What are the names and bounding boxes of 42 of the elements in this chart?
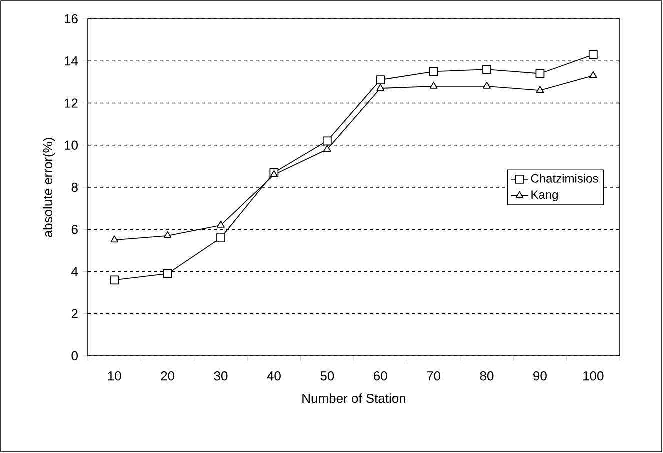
point [216,234,226,242]
point [482,65,492,74]
point [430,82,438,89]
point [110,236,119,243]
x-tick-label: 10 [108,372,122,381]
y-tick-label: 8 [72,182,78,192]
x-axis-title: Number of Station [302,394,406,404]
point [376,76,386,85]
y-tick-label: 0 [72,351,78,361]
y-axis-title: absolute error(%) [43,138,56,238]
x-tick-label: 50 [320,372,334,381]
y-tick-label: 16 [65,14,78,24]
legend-label: Kang [532,190,558,202]
point [217,220,225,228]
x-tick-label: 80 [480,372,494,381]
x-tick-label: 100 [584,372,604,381]
y-tick-label: 2 [72,309,78,318]
y-tick-label: 6 [72,225,78,234]
y-tick-label: 14 [65,56,78,66]
legend-label: Chatzimisios [531,174,598,183]
point [270,170,278,178]
y-tick-label: 12 [65,98,78,108]
x-tick-label: 30 [214,372,228,381]
x-tick-label: 60 [374,372,388,381]
point [536,69,545,78]
point [589,71,598,78]
point [164,231,172,238]
point [163,269,172,278]
point [376,84,385,91]
point [323,145,332,152]
x-tick-label: 90 [534,372,547,381]
point [110,276,120,285]
y-tick-label: 10 [65,140,78,150]
x-tick-label: 20 [161,372,175,381]
point [536,86,544,94]
point [429,67,438,76]
x-tick-label: 40 [267,372,281,381]
y-tick-label: 4 [72,267,78,276]
point [588,50,598,60]
point [322,136,332,146]
point [483,82,491,89]
x-tick-label: 70 [427,372,441,381]
